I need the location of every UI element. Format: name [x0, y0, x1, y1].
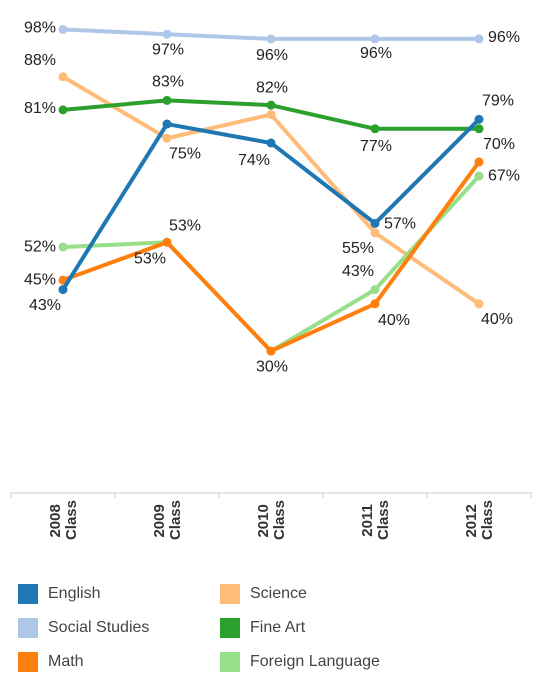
- point: [266, 34, 276, 44]
- point: [370, 218, 380, 228]
- point: [162, 133, 172, 143]
- point: [58, 285, 68, 295]
- point: [370, 34, 380, 44]
- legend-label: Math: [48, 653, 84, 670]
- data-label: 52%: [24, 238, 56, 255]
- point: [58, 72, 68, 82]
- data-label: 53%: [169, 218, 201, 235]
- point: [266, 110, 276, 120]
- legend-swatch: [18, 618, 38, 638]
- data-label: 45%: [24, 271, 56, 288]
- data-label: 30%: [256, 358, 288, 375]
- point: [370, 228, 380, 238]
- point: [58, 105, 68, 115]
- legend-label: Science: [250, 585, 307, 602]
- data-label: 96%: [488, 29, 520, 46]
- data-label: 81%: [24, 100, 56, 117]
- legend-swatch: [220, 652, 240, 672]
- legend-label: Fine Art: [250, 619, 306, 636]
- data-label: 96%: [360, 45, 392, 62]
- data-label: 97%: [152, 41, 184, 58]
- data-label: 79%: [482, 93, 514, 110]
- point: [370, 124, 380, 134]
- point: [474, 299, 484, 309]
- data-label: 98%: [24, 20, 56, 37]
- data-label: 77%: [360, 138, 392, 155]
- x-tick-label: 2009 Class: [151, 500, 184, 540]
- legend-label: Social Studies: [48, 619, 149, 636]
- point: [162, 119, 172, 129]
- point: [474, 114, 484, 124]
- point: [162, 95, 172, 105]
- data-label: 70%: [483, 136, 515, 153]
- data-label: 40%: [481, 311, 513, 328]
- legend-swatch: [18, 584, 38, 604]
- legend-label: English: [48, 585, 100, 602]
- x-tick-label: 2010 Class: [255, 500, 288, 540]
- point: [266, 346, 276, 356]
- point: [474, 34, 484, 44]
- x-tick-label: 2012 Class: [463, 500, 496, 540]
- data-label: 82%: [256, 79, 288, 96]
- data-label: 53%: [134, 251, 166, 268]
- data-label: 88%: [24, 52, 56, 69]
- point: [474, 157, 484, 167]
- point: [58, 24, 68, 34]
- point: [266, 138, 276, 148]
- point: [58, 242, 68, 252]
- point: [162, 237, 172, 247]
- data-label: 83%: [152, 74, 184, 91]
- x-tick-label: 2011 Class: [359, 500, 392, 540]
- data-label: 57%: [384, 216, 416, 233]
- x-tick-label: 2008 Class: [47, 500, 80, 540]
- point: [162, 29, 172, 39]
- data-label: 74%: [238, 152, 270, 169]
- data-label: 55%: [342, 240, 374, 257]
- data-label: 43%: [29, 297, 61, 314]
- legend-label: Foreign Language: [250, 653, 380, 670]
- point: [266, 100, 276, 110]
- legend-swatch: [18, 652, 38, 672]
- data-label: 67%: [488, 167, 520, 184]
- data-label: 96%: [256, 47, 288, 64]
- point: [474, 171, 484, 181]
- data-label: 75%: [169, 145, 201, 162]
- point: [370, 285, 380, 295]
- legend-swatch: [220, 618, 240, 638]
- point: [474, 124, 484, 134]
- point: [370, 299, 380, 309]
- data-label: 40%: [378, 312, 410, 329]
- legend-swatch: [220, 584, 240, 604]
- data-label: 43%: [342, 263, 374, 280]
